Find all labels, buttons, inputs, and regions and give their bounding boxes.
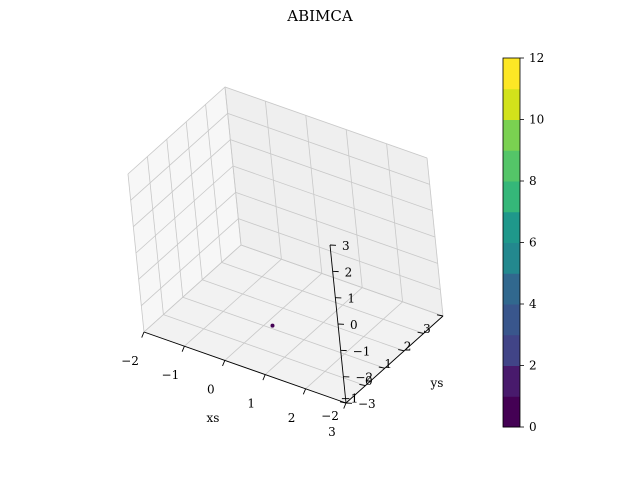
z-tick-label: 0	[350, 318, 358, 332]
x-tick-mark	[303, 389, 305, 395]
colorbar-band	[503, 150, 520, 181]
y-tick-label: 1	[384, 357, 392, 371]
colorbar-band	[503, 304, 520, 335]
y-tick-label: 3	[423, 322, 431, 336]
x-tick-label: 3	[328, 425, 336, 439]
colorbar-band	[503, 243, 520, 274]
data-point	[271, 324, 275, 328]
x-tick-mark	[263, 375, 265, 381]
colorbar-tick-label: 4	[529, 297, 537, 311]
colorbar-tick-label: 0	[529, 420, 537, 434]
x-tick-mark	[182, 346, 184, 352]
z-tick-label: 1	[347, 292, 355, 306]
colorbar-tick-label: 8	[529, 174, 537, 188]
y-tick-label: −2	[321, 409, 339, 423]
x-tick-label: 1	[247, 397, 255, 411]
colorbar-tick-label: 10	[529, 113, 544, 127]
x-tick-label: −2	[121, 354, 139, 368]
x-tick-mark	[142, 332, 144, 338]
axis-panes	[128, 87, 443, 403]
colorbar-band	[503, 181, 520, 212]
data-points	[271, 324, 275, 328]
colorbar-tick-label: 6	[529, 236, 537, 250]
colorbar-band	[503, 366, 520, 397]
z-tick-label: −1	[353, 344, 371, 358]
colorbar-band	[503, 89, 520, 120]
z-tick-label: −3	[358, 397, 376, 411]
y-axis-label: ys	[430, 376, 444, 390]
x-tick-label: −1	[162, 368, 180, 382]
z-tick-label: 2	[345, 265, 353, 279]
z-tick-label: 3	[342, 239, 350, 253]
x-axis-label: xs	[207, 411, 220, 425]
colorbar-band	[503, 120, 520, 151]
colorbar-tick-label: 2	[529, 359, 537, 373]
colorbar-band	[503, 212, 520, 243]
x-tick-label: 2	[288, 411, 296, 425]
z-tick-label: −2	[355, 371, 373, 385]
colorbar-band	[503, 58, 520, 89]
y-tick-label: 2	[404, 339, 412, 353]
colorbar: 0 2 4 6 8 10 12	[503, 51, 544, 434]
x-tick-mark	[223, 360, 225, 366]
colorbar-band	[503, 396, 520, 427]
colorbar-band	[503, 335, 520, 366]
colorbar-tick-label: 12	[529, 51, 544, 65]
colorbar-band	[503, 273, 520, 304]
x-tick-label: 0	[207, 382, 215, 396]
chart-title: ABIMCA	[286, 7, 353, 25]
